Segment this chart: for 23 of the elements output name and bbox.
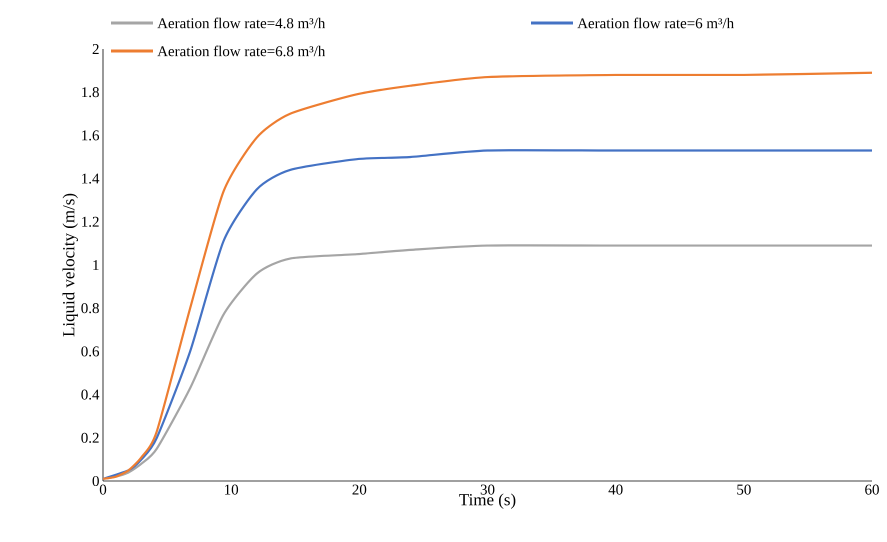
y-tick-label: 1.6 — [82, 130, 100, 140]
legend-label: Aeration flow rate=6 m³/h — [577, 18, 734, 28]
y-tick-label: 2 — [92, 44, 99, 54]
x-tick-label: 60 — [865, 484, 879, 495]
y-tick-label: 1 — [93, 260, 99, 270]
x-tick-label: 20 — [352, 484, 366, 495]
y-tick-label: 0.8 — [81, 303, 99, 314]
legend-label: Aeration flow rate=6.8 m³/h — [157, 46, 326, 56]
legend-label: Aeration flow rate=4.8 m³/h — [157, 18, 326, 28]
y-tick-label: 0.2 — [81, 432, 99, 443]
y-tick-label: 0.6 — [81, 346, 100, 356]
x-tick-label: 50 — [737, 484, 751, 495]
y-tick-label: 0.4 — [81, 390, 100, 400]
y-tick-label: 1.8 — [82, 87, 99, 98]
x-tick-label: 10 — [225, 484, 238, 495]
x-axis-title: Time (s) — [459, 493, 516, 509]
y-tick-label: 1.4 — [82, 174, 100, 184]
y-tick-label: 1.2 — [82, 216, 99, 227]
x-tick-label: 30 — [480, 484, 494, 495]
y-tick-label: 0 — [92, 476, 99, 486]
y-axis-title: Liquid velocity (m/s) — [62, 194, 78, 336]
x-tick-label: 0 — [100, 484, 106, 495]
x-tick-label: 40 — [608, 484, 623, 495]
